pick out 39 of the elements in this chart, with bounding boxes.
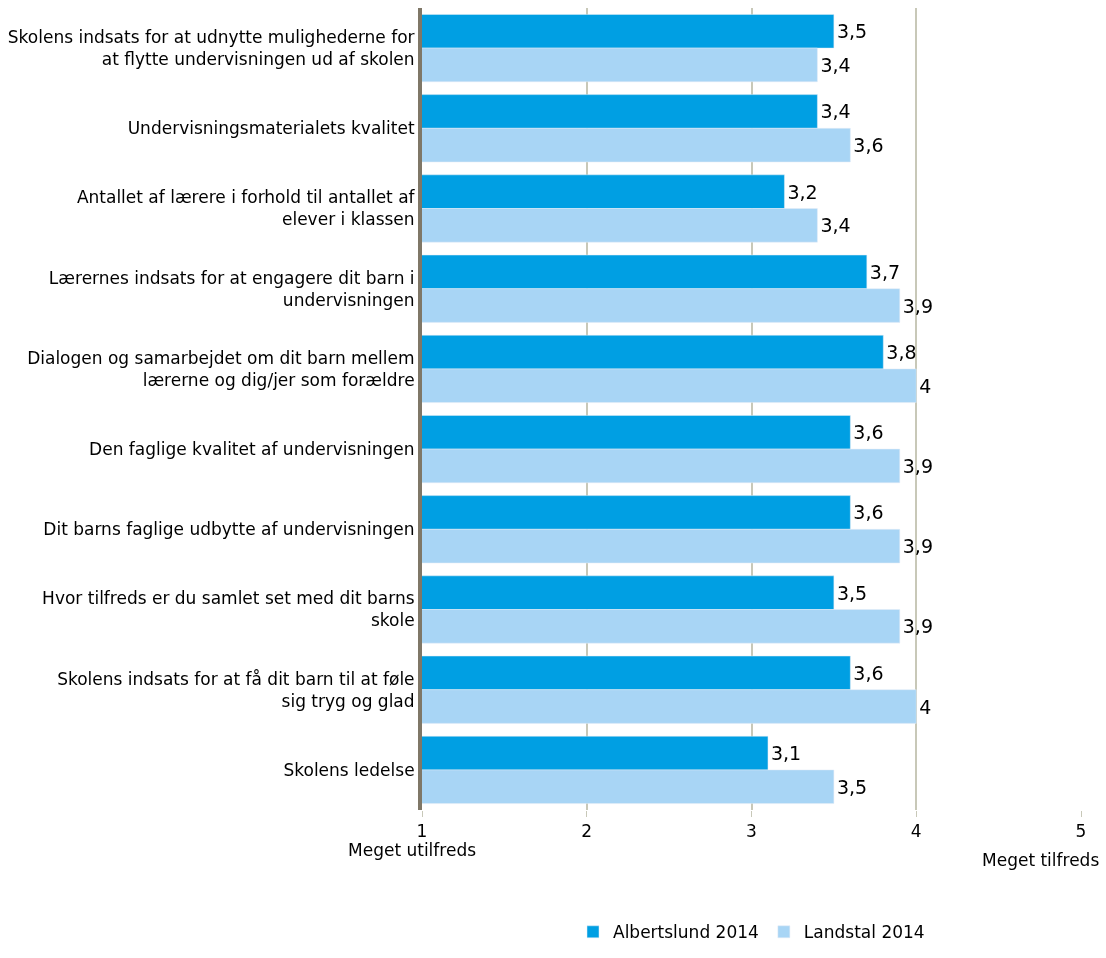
data-label: 3,2	[787, 180, 818, 203]
y-tick-label: Hvor tilfreds er du samlet set med dit barns skole	[42, 588, 415, 631]
data-label: 3,5	[836, 20, 868, 43]
y-tick-label: Skolens indsats for at få dit barn til at føle sig tryg og glad	[57, 668, 415, 711]
x-tick-label: 3	[746, 821, 757, 842]
legend-label: Landstal 2014	[803, 922, 925, 943]
data-label: 3,8	[886, 341, 917, 364]
y-tick-label: Skolens ledelse	[283, 759, 415, 780]
y-tick-label: Undervisningsmaterialets kvalitet	[127, 118, 415, 139]
data-label: 3,4	[820, 53, 851, 76]
data-label: 3,6	[853, 661, 884, 684]
data-label: 3,1	[770, 742, 802, 765]
data-label: 3,9	[902, 454, 933, 477]
y-tick-label: Dit barns faglige udbytte af undervisningen	[43, 519, 415, 540]
legend-label: Albertslund 2014	[613, 922, 759, 943]
data-label: 3,9	[902, 535, 933, 558]
text: Meget utilfreds	[348, 840, 477, 860]
data-label: 3,7	[869, 260, 901, 283]
y-tick-label: Dialogen og samarbejdet om dit barn mellem lærerne og dig/jer som forældre	[27, 347, 415, 390]
data-label: 3,6	[853, 501, 884, 524]
data-label: 3,4	[820, 214, 851, 237]
text: Meget tilfreds	[982, 850, 1100, 870]
x-tick-label: 1	[416, 821, 428, 842]
x-tick-label: 2	[581, 821, 593, 842]
data-label: 3,5	[836, 775, 868, 798]
y-tick-label: Den faglige kvalitet af undervisningen	[89, 439, 415, 460]
y-tick-label: Antallet af lærere i forhold til antallet af elever i klassen	[76, 187, 416, 230]
y-tick-label: Lærernes indsats for at engagere dit barn i undervisningen	[48, 267, 415, 310]
data-label: 4	[919, 374, 932, 397]
data-label: 3,5	[836, 581, 868, 604]
data-label: 3,9	[902, 294, 933, 317]
y-tick-label: Skolens indsats for at udnytte mulighederne for at flytte undervisningen ud af skolen	[7, 27, 415, 70]
data-label: 4	[919, 695, 932, 718]
data-label: 3,4	[820, 100, 851, 123]
data-label: 3,9	[902, 615, 933, 638]
x-tick-label: 5	[1075, 821, 1087, 842]
data-label: 3,6	[853, 421, 884, 444]
data-label: 3,6	[853, 134, 884, 157]
x-tick-label: 4	[910, 821, 922, 842]
